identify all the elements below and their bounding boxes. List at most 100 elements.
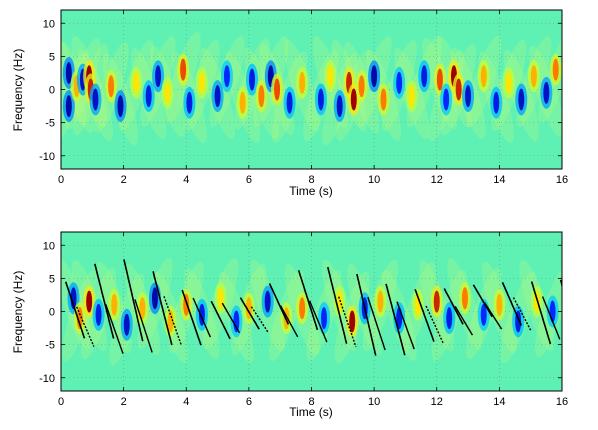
grid-top <box>61 10 562 169</box>
tf-blob <box>286 91 293 114</box>
x-tick-label: 6 <box>246 396 252 408</box>
tf-blob <box>480 303 487 326</box>
y-tick-label: 5 <box>49 273 55 285</box>
if-curve <box>152 271 173 346</box>
tf-blob <box>530 65 537 88</box>
instantaneous-frequency-curves <box>64 259 589 356</box>
if-curve <box>76 306 95 347</box>
x-tick-label: 10 <box>368 396 380 408</box>
y-tick-label: -10 <box>39 151 55 163</box>
if-curve <box>327 266 348 344</box>
y-tick-label: 10 <box>43 240 55 252</box>
tf-blob <box>239 91 246 114</box>
tf-blob <box>461 287 468 310</box>
x-tick-label: 0 <box>58 396 64 408</box>
tf-blob <box>180 58 187 81</box>
if-curve <box>414 289 435 342</box>
y-tick-label: -5 <box>45 118 55 130</box>
x-tick-label: 12 <box>431 174 443 186</box>
tf-blob <box>543 81 550 104</box>
y-tick-label: 0 <box>49 85 55 97</box>
tf-blob <box>76 307 83 330</box>
tf-blob <box>436 68 443 91</box>
y-tick-label: -5 <box>45 340 55 352</box>
tf-blob <box>336 95 343 118</box>
tf-blob <box>299 297 306 320</box>
tf-blob <box>111 293 118 316</box>
x-tick-label: 14 <box>493 396 505 408</box>
spectrogram-top <box>62 53 562 123</box>
if-curve <box>94 263 115 339</box>
if-curve <box>210 300 231 340</box>
x-axis-label-bottom: Time (s) <box>289 405 333 419</box>
x-tick-label: 6 <box>246 174 252 186</box>
tf-blob <box>465 85 472 108</box>
if-curve <box>530 281 552 345</box>
panel-bottom: 0 2 4 6 8 10 12 14 16 10 5 0 -5 -10 Time (s) Frequenc… <box>11 231 589 419</box>
tf-blob <box>95 303 102 326</box>
if-curve <box>64 281 86 339</box>
y-axis-label-bottom: Frequency (Hz) <box>11 271 25 354</box>
ticks-bottom: 0 2 4 6 8 10 12 14 16 10 5 0 -5 -10 <box>39 232 568 408</box>
tf-blob <box>274 78 281 101</box>
x-tick-label: 8 <box>308 174 314 186</box>
tf-blob <box>139 297 146 320</box>
ticks-top: 0 2 4 6 8 10 12 14 16 10 5 0 -5 -10 <box>39 10 568 186</box>
tf-blob <box>214 85 221 108</box>
tf-blob <box>133 71 140 94</box>
tf-blob <box>349 310 356 333</box>
tf-blob <box>380 88 387 111</box>
tf-blob <box>371 65 378 88</box>
if-curve <box>105 304 124 354</box>
if-curve <box>541 296 561 340</box>
if-curve <box>239 297 260 330</box>
tf-blob <box>358 75 365 98</box>
tf-blob <box>350 88 357 111</box>
if-curve <box>308 300 328 343</box>
x-tick-label: 2 <box>121 174 127 186</box>
x-tick-label: 14 <box>493 174 505 186</box>
if-curve <box>512 297 532 331</box>
if-curve <box>297 270 319 331</box>
tf-blob <box>455 78 462 101</box>
x-tick-label: 12 <box>431 396 443 408</box>
if-curve <box>483 301 503 330</box>
if-curve <box>501 281 523 326</box>
x-tick-label: 10 <box>368 174 380 186</box>
tf-blob <box>186 91 193 114</box>
if-curve <box>134 299 153 353</box>
x-tick-label: 8 <box>308 396 314 408</box>
tf-blob <box>327 65 334 88</box>
tf-blob <box>223 65 230 88</box>
x-tick-label: 0 <box>58 174 64 186</box>
tf-blob <box>217 287 224 310</box>
tf-blob <box>249 68 256 91</box>
tf-blob <box>164 81 171 104</box>
tf-blob <box>117 95 124 118</box>
y-tick-label: -10 <box>39 373 55 385</box>
if-curve <box>192 297 212 338</box>
tf-blob <box>433 290 440 313</box>
tf-blob <box>264 290 271 313</box>
if-curve <box>338 296 357 348</box>
tf-blob <box>167 310 174 333</box>
tf-blob <box>496 293 503 316</box>
x-tick-label: 16 <box>556 174 568 186</box>
if-curve <box>221 302 241 334</box>
tf-blob <box>92 88 99 111</box>
y-tick-label: 0 <box>49 307 55 319</box>
if-curve <box>250 306 270 334</box>
tf-blob <box>108 75 115 98</box>
if-curve <box>181 289 202 346</box>
tf-blob <box>446 307 453 330</box>
if-curve <box>123 259 144 342</box>
if-curve <box>396 301 415 350</box>
tf-blob <box>155 65 162 88</box>
tf-blob <box>258 85 265 108</box>
x-tick-label: 4 <box>183 396 189 408</box>
if-curve <box>572 300 589 351</box>
tf-blob <box>70 287 77 310</box>
panel-top: 0 2 4 6 8 10 12 14 16 10 5 0 -5 -10 Time (s) Frequenc… <box>11 9 568 198</box>
tf-blob <box>396 71 403 94</box>
if-curve <box>279 305 299 338</box>
